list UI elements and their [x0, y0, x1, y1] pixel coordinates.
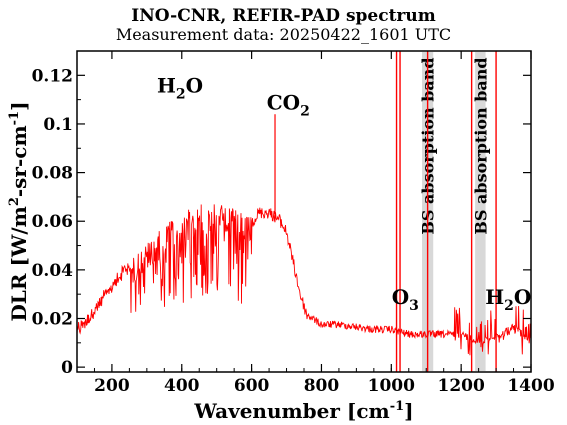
chart-subtitle: Measurement data: 20250422_1601 UTC: [115, 25, 452, 44]
x-tick-label-3: 600: [234, 376, 270, 396]
y-tick-label-4: 0.06: [32, 212, 73, 232]
annotation-4: H2O: [485, 285, 531, 314]
y-tick-label-1: 0: [61, 358, 73, 378]
x-tick-label-1: 200: [94, 376, 130, 396]
x-tick-label-2: 400: [164, 376, 200, 396]
spectrum-line: [76, 204, 532, 356]
spectral-lines: [395, 51, 497, 372]
axis-ticks: [76, 51, 532, 372]
y-tick-label-3: 0.04: [32, 261, 74, 281]
x-tick-label-4: 800: [304, 376, 340, 396]
y-axis-title: DLR [W/m2-sr-cm-1]: [7, 101, 31, 321]
annotations: H2O CO2 O3 H2O: [157, 73, 531, 314]
x-tick-label-5: 1000: [368, 376, 415, 396]
chart-title: INO-CNR, REFIR-PAD spectrum: [131, 6, 436, 26]
x-tick-labels: 200 400 600 800 1000 1200 1400: [94, 376, 555, 396]
x-tick-label-6: 1200: [437, 376, 484, 396]
y-tick-label-6: 0.1: [43, 115, 73, 135]
x-tick-label-7: 1400: [507, 376, 554, 396]
x-axis-title: Wavenumber [cm-1]: [193, 399, 413, 423]
y-tick-label-7: 0.12: [32, 66, 73, 86]
annotation-3: O3: [392, 285, 419, 314]
plot-frame: [76, 50, 532, 373]
annotation-1: H2O: [157, 73, 203, 102]
y-tick-label-5: 0.08: [32, 164, 73, 184]
y-tick-labels: 0 0.02 0.04 0.06 0.08 0.1 0.12: [32, 66, 74, 378]
band-label-2: BS absorption band: [471, 57, 490, 234]
y-tick-label-2: 0.02: [32, 310, 73, 330]
spectrum-series: [76, 114, 532, 356]
annotation-2: CO2: [267, 90, 310, 119]
band-rect-2: [475, 52, 486, 371]
